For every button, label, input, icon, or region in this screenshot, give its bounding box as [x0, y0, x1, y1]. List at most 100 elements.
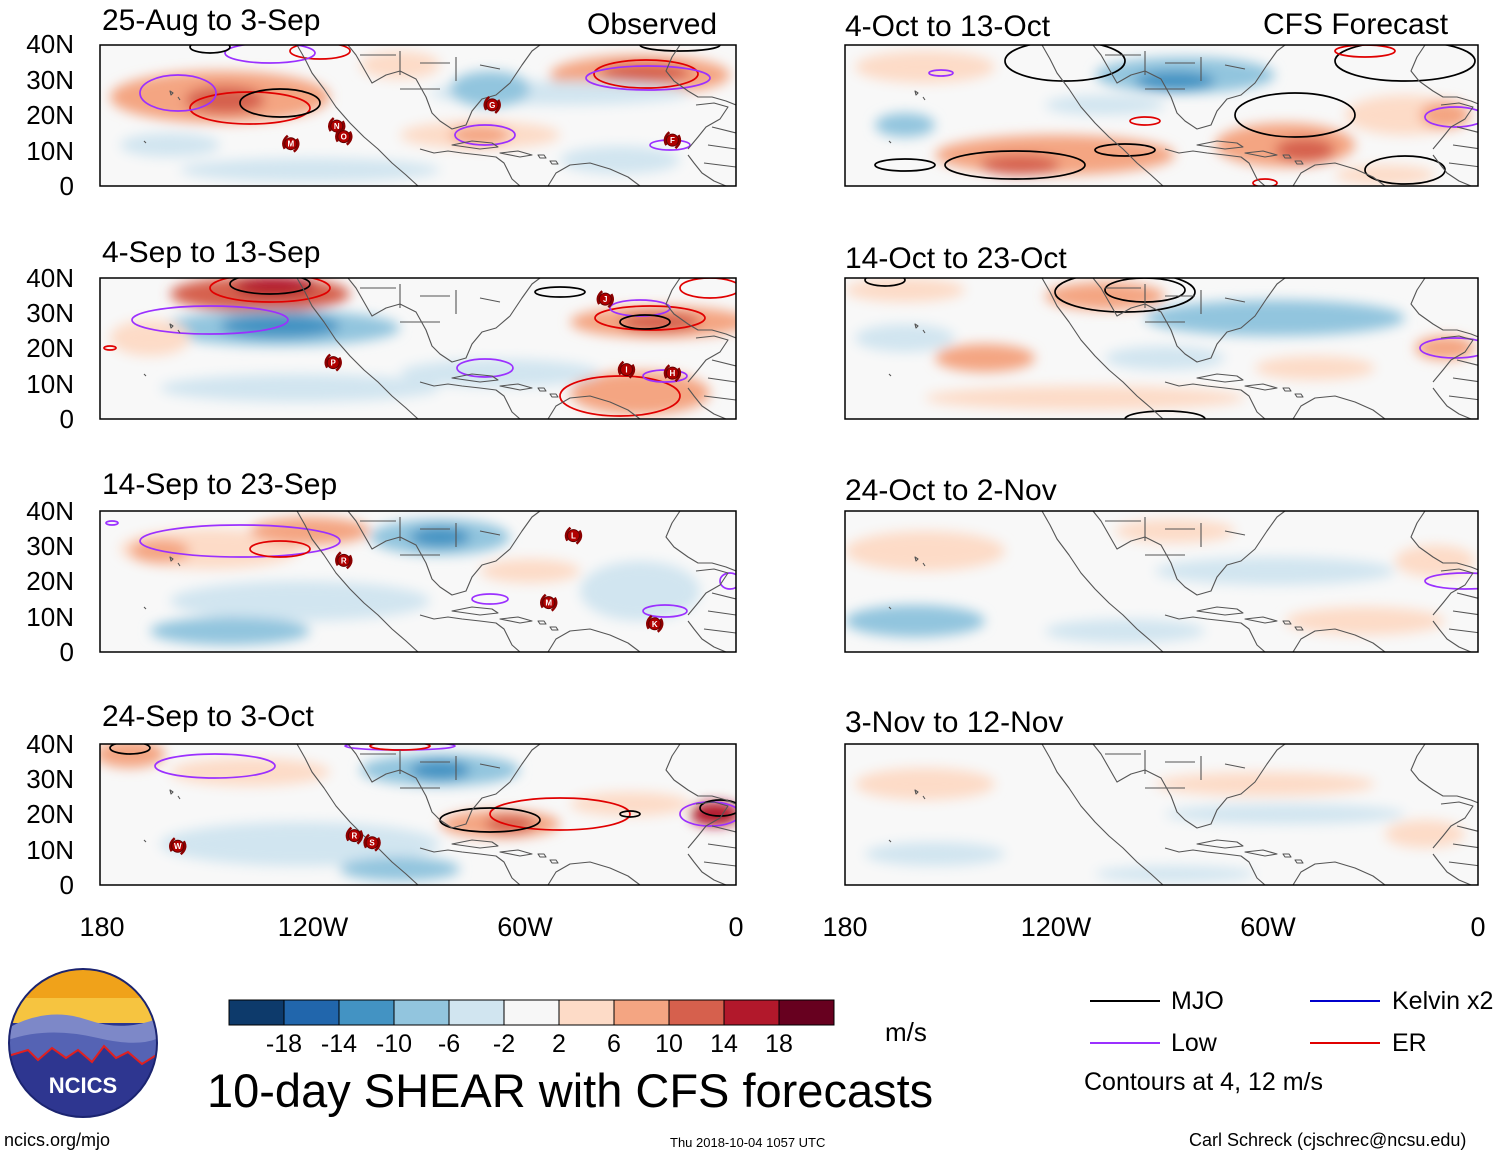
storm-label: L — [571, 532, 576, 541]
storm-marker: W — [169, 837, 187, 856]
colorbar-swatch — [338, 999, 395, 1026]
storm-marker: L — [564, 526, 583, 545]
contour-note: Contours at 4, 12 m/s — [1084, 1068, 1324, 1096]
storm-marker: G — [483, 95, 501, 114]
ytick-obs1-20n: 20N — [26, 100, 74, 130]
ytick-obs2-40n: 40N — [26, 263, 74, 293]
xtick-left-120w: 120W — [277, 912, 349, 942]
xtick-right-180: 180 — [822, 912, 868, 942]
colorbar-label: 18 — [765, 1030, 793, 1058]
storm-marker: F — [663, 131, 682, 150]
panel-title-obs4: 24-Sep to 3-Oct — [102, 700, 314, 733]
map-panel-fc4 — [844, 743, 1479, 886]
ytick-obs1-0: 0 — [59, 171, 74, 201]
map-panel-fc3 — [844, 510, 1479, 653]
xtick-right-60w: 60W — [1240, 912, 1296, 942]
colorbar-label: 14 — [710, 1030, 738, 1058]
storm-marker: M — [540, 593, 558, 612]
storm-label: F — [670, 136, 675, 145]
colorbar-swatch — [283, 999, 340, 1026]
ytick-obs4-10n: 10N — [26, 835, 74, 865]
storm-label: R — [341, 556, 347, 565]
colorbar-swatch — [778, 999, 835, 1026]
ncics-logo: NCICS — [8, 968, 158, 1118]
ytick-obs1-10n: 10N — [26, 136, 74, 166]
map-panel-obs4 — [99, 743, 737, 886]
colorbar-swatch — [448, 999, 505, 1026]
storm-label: J — [603, 295, 607, 304]
ytick-obs2-30n: 30N — [26, 298, 74, 328]
storm-label: R — [352, 832, 358, 841]
panel-title-fc2: 14-Oct to 23-Oct — [845, 242, 1067, 275]
chart-title: 10-day SHEAR with CFS forecasts — [207, 1064, 934, 1117]
storm-marker: H — [663, 364, 682, 383]
ytick-obs3-30n: 30N — [26, 531, 74, 561]
map-panel-fc2 — [844, 277, 1479, 420]
storm-label: K — [652, 620, 658, 629]
storm-label: W — [174, 842, 182, 851]
ytick-obs3-0: 0 — [59, 637, 74, 667]
legend-label-kelvin: Kelvin x2 — [1392, 987, 1494, 1015]
ytick-obs2-20n: 20N — [26, 333, 74, 363]
timestamp: Thu 2018-10-04 1057 UTC — [670, 1135, 826, 1150]
storm-label: M — [545, 599, 552, 608]
storm-marker: M — [282, 134, 300, 153]
storm-label: O — [341, 133, 347, 142]
storm-marker: I — [617, 360, 636, 379]
colorbar-label: -18 — [265, 1030, 303, 1058]
ytick-obs2-10n: 10N — [26, 369, 74, 399]
panel-title-fc1: 4-Oct to 13-Oct — [845, 10, 1051, 43]
ytick-obs3-20n: 20N — [26, 566, 74, 596]
colorbar-swatch — [558, 999, 615, 1026]
ytick-obs2-0: 0 — [59, 404, 74, 434]
storm-label: M — [287, 140, 294, 149]
xtick-left-180: 180 — [79, 912, 125, 942]
panel-title-fc3: 24-Oct to 2-Nov — [845, 474, 1057, 507]
storm-marker: J — [596, 290, 614, 309]
ytick-obs1-40n: 40N — [26, 29, 74, 59]
panel-title-obs3: 14-Sep to 23-Sep — [102, 468, 338, 501]
storm-label: P — [331, 359, 337, 368]
storm-marker: R — [335, 551, 353, 570]
storm-marker: S — [363, 833, 381, 852]
ytick-obs4-20n: 20N — [26, 799, 74, 829]
panel-title-obs1: 25-Aug to 3-Sep — [102, 4, 321, 37]
storm-marker: O — [335, 127, 353, 146]
colorbar-units: m/s — [885, 1017, 927, 1047]
colorbar-label: -14 — [320, 1030, 358, 1058]
storm-marker: P — [324, 353, 342, 372]
xtick-right-120w: 120W — [1020, 912, 1092, 942]
storm-marker: R — [345, 826, 364, 845]
colorbar-label: -10 — [375, 1030, 413, 1058]
logo-text: NCICS — [49, 1073, 117, 1098]
cfs-forecast-label: CFS Forecast — [1263, 8, 1449, 41]
colorbar-swatch — [228, 999, 285, 1026]
panel-title-obs2: 4-Sep to 13-Sep — [102, 236, 321, 269]
colorbar-swatch — [503, 999, 560, 1026]
storm-label: G — [489, 101, 495, 110]
author-credit: Carl Schreck (cjschrec@ncsu.edu) — [1189, 1130, 1467, 1150]
map-panel-fc1 — [844, 44, 1479, 187]
storm-label: I — [625, 366, 627, 375]
panel-title-fc4: 3-Nov to 12-Nov — [845, 706, 1064, 739]
legend-label-low: Low — [1171, 1029, 1217, 1057]
colorbar-label: 10 — [655, 1030, 683, 1058]
colorbar-label: 6 — [607, 1030, 621, 1058]
colorbar-label: 2 — [552, 1030, 566, 1058]
xtick-right-0: 0 — [1470, 912, 1486, 942]
storm-label: S — [369, 839, 375, 848]
legend-label-mjo: MJO — [1171, 987, 1224, 1015]
legend-label-er: ER — [1392, 1029, 1427, 1057]
ytick-obs3-40n: 40N — [26, 496, 74, 526]
colorbar-label: -6 — [437, 1030, 461, 1058]
ytick-obs1-30n: 30N — [26, 65, 74, 95]
colorbar-swatch — [613, 999, 670, 1026]
storm-label: N — [334, 122, 340, 131]
xtick-left-60w: 60W — [497, 912, 553, 942]
storm-label: H — [670, 369, 676, 378]
observed-label: Observed — [587, 8, 718, 41]
website-link[interactable]: ncics.org/mjo — [4, 1130, 111, 1150]
ytick-obs4-0: 0 — [59, 870, 74, 900]
storm-marker: K — [646, 614, 664, 633]
